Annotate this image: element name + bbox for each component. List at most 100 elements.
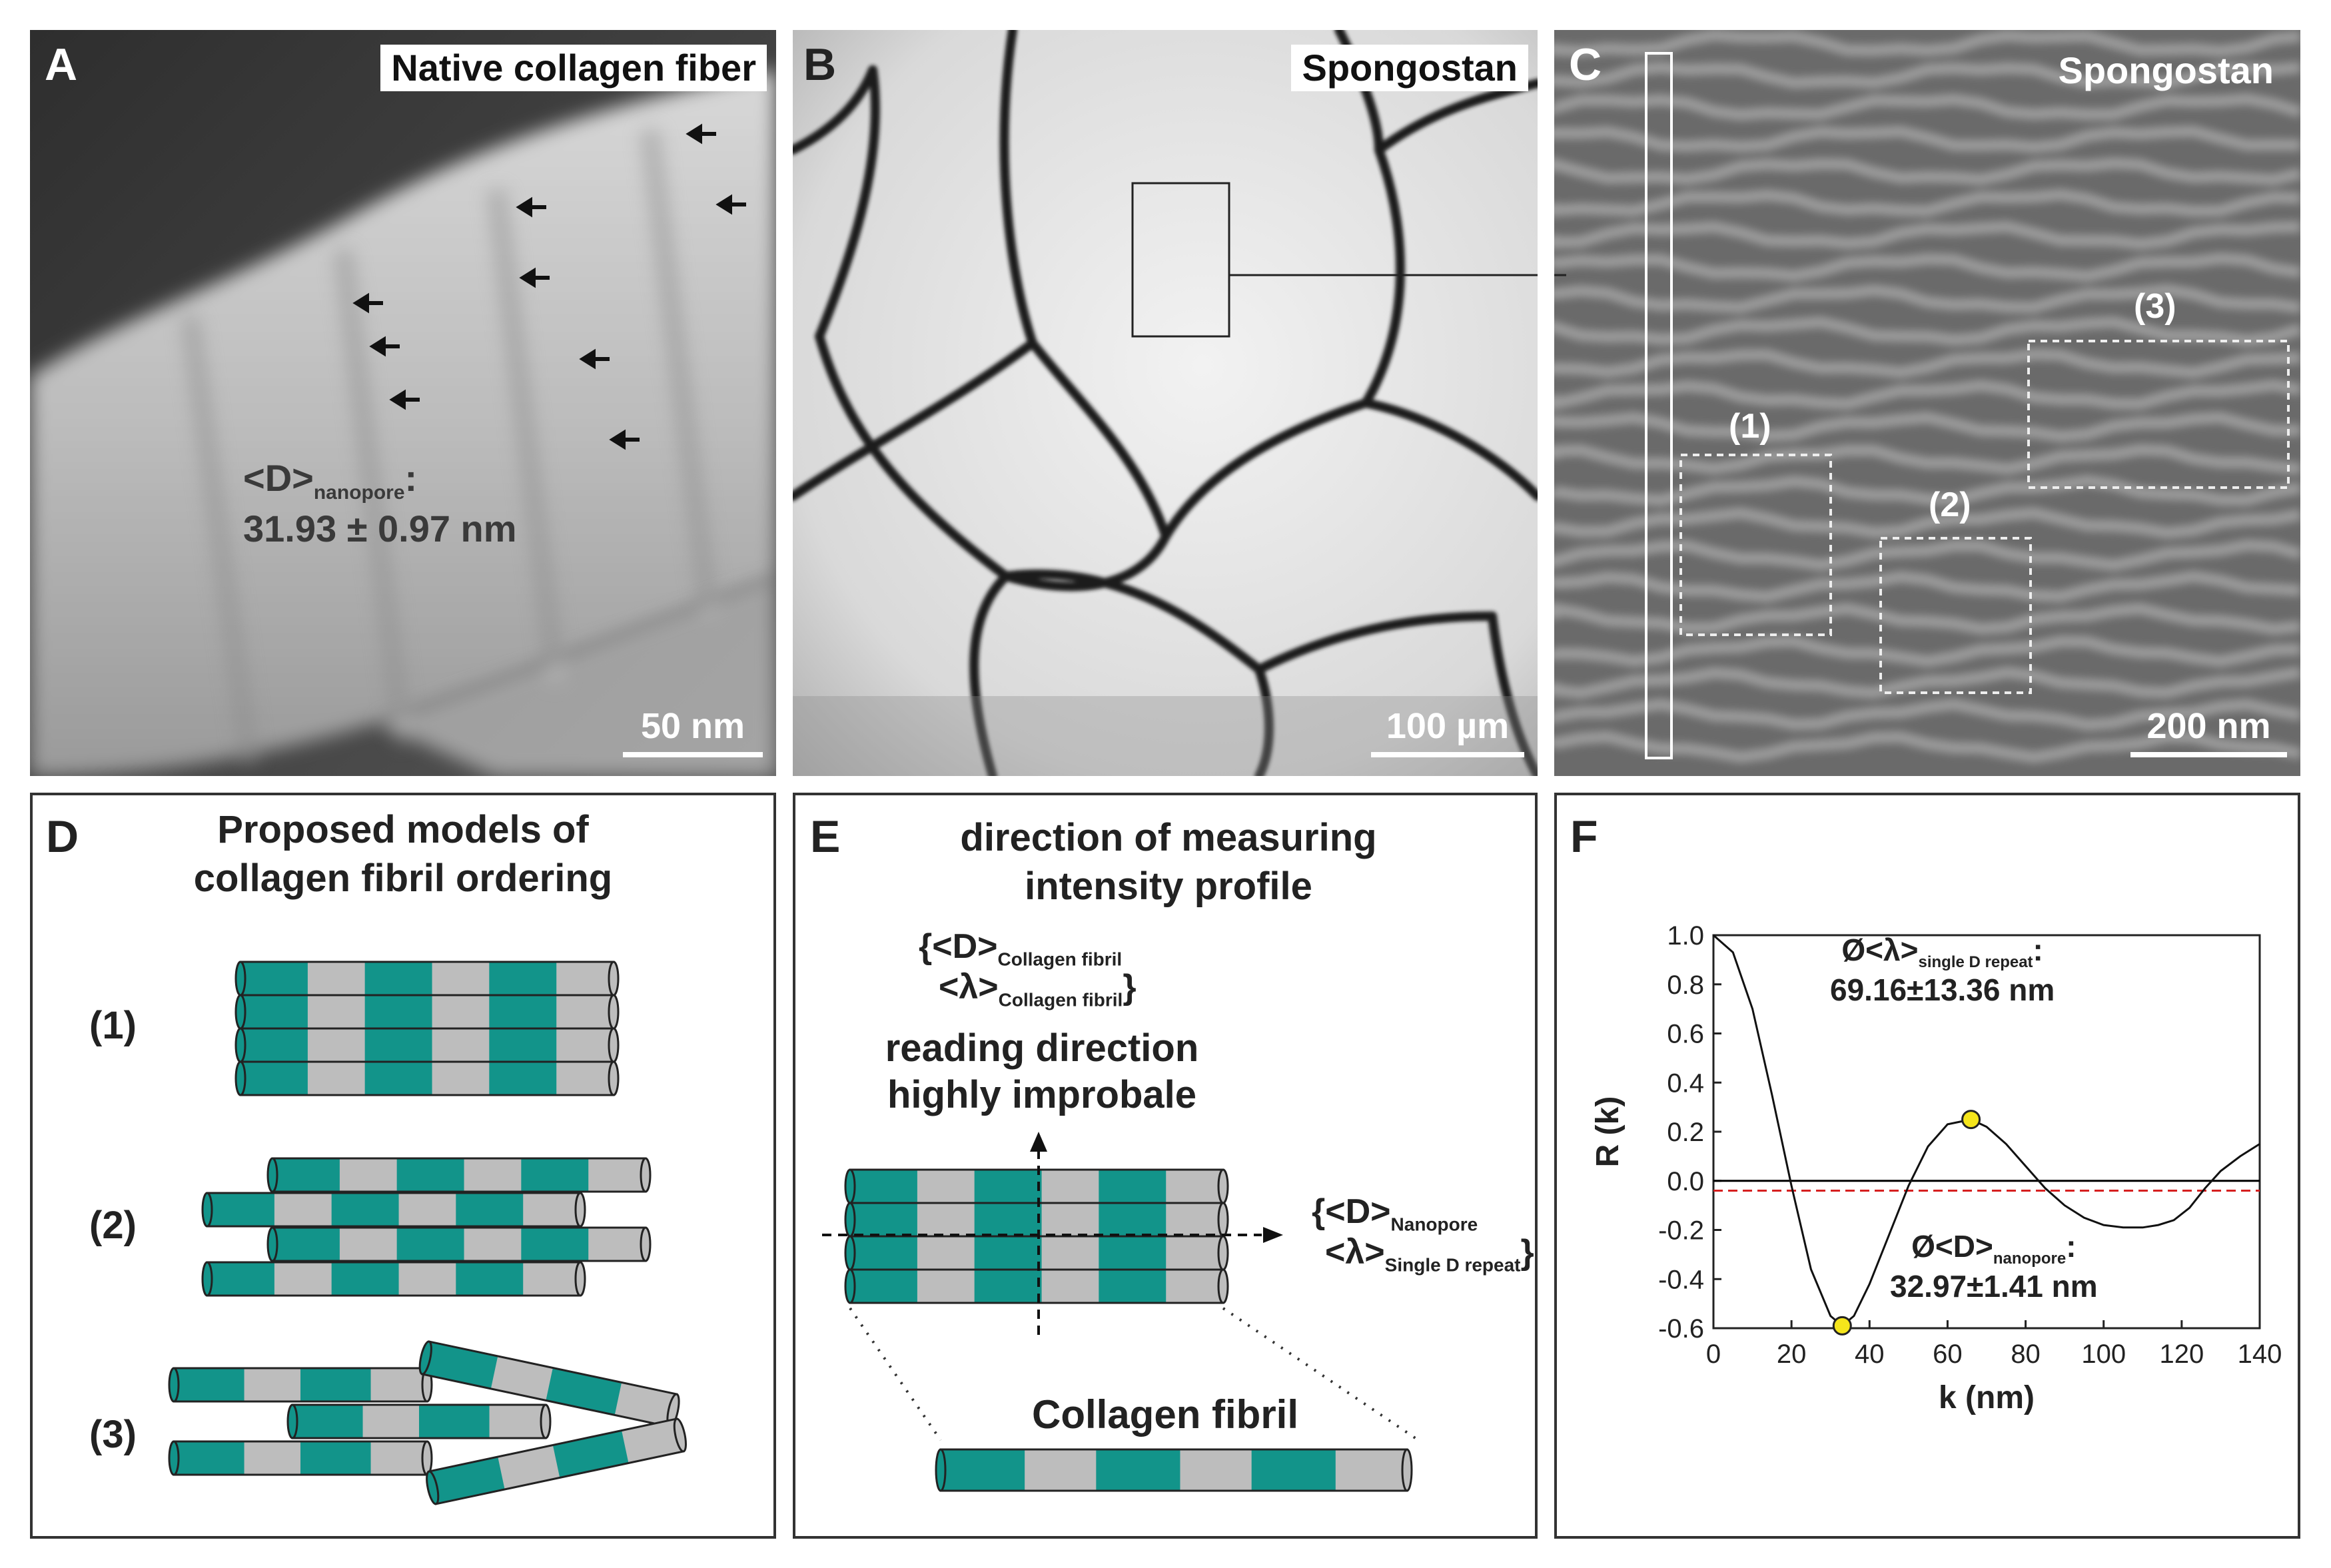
panel-f-chart: 1.0 0.8 0.6 0.4 0.2 0.0 -0.2 -0.4 -0.60 20 40 60 80 1… [1590,921,2282,1415]
teal-band [456,1193,524,1226]
grey-band [464,1158,522,1192]
panel-f-trough-label-sub: nanopore [1993,1250,2067,1268]
panel-e-vertical-d: {<D> [919,927,998,966]
fibril-end-cap [673,1417,687,1453]
fibril-end-cap [168,1367,180,1403]
panel-b: B Spongostan 100 µm [793,30,1538,776]
wave-line [1554,698,2300,731]
teal-band [364,962,433,995]
fibril-end-cap [844,1268,856,1304]
fibril-end-cap [201,1192,213,1228]
wave-line [1554,252,2300,282]
fibril-end-cap [234,994,246,1030]
teal-band [174,1368,245,1401]
grey-band [370,1368,428,1401]
teal-band [174,1441,245,1475]
grey-band [432,1062,490,1095]
collagen-fibril [168,1440,433,1476]
single-collagen-fibril [935,1448,1413,1492]
grey-band [1180,1449,1252,1491]
fibril-end-cap [1217,1168,1229,1204]
fibril-end-cap [286,1403,298,1439]
panel-e-horizontal-close: } [1520,1232,1534,1272]
y-tick-label: 0.6 [1667,1020,1704,1049]
panel-c-scale-label: 200 nm [2146,706,2271,746]
panel-e-vertical-l: <λ> [939,967,999,1006]
panel-e-reading-line2: highly improbale [887,1072,1197,1116]
collagen-fibril [234,1060,620,1096]
wave-line [1554,539,2300,572]
teal-band [1096,1449,1180,1491]
fibril-end-cap [234,1027,246,1063]
fibril-end-cap [426,1470,440,1505]
collagen-fibril [266,1226,652,1262]
grey-band [489,1405,546,1438]
grey-band [432,995,490,1028]
wave-line [1554,635,2300,667]
fibril-end-cap [608,1060,620,1096]
x-tick-label: 40 [1855,1340,1885,1369]
panel-e-horizontal-d-sub: Nanopore [1390,1214,1478,1235]
grey-band [523,1193,581,1226]
panel-a-scale-line [623,752,763,757]
panel-e-horizontal-l: <λ> [1325,1232,1385,1272]
panel-b-image [793,30,1538,776]
panel-c-image [1554,30,2300,776]
fibril-end-cap [844,1202,856,1238]
teal-band [240,1062,308,1095]
grey-band [556,1062,614,1095]
grey-band [1166,1270,1224,1303]
grey-band [244,1368,301,1401]
panel-b-tag: Spongostan [1291,45,1528,91]
panel-c-tag: Spongostan [2058,49,2274,91]
teal-band [272,1228,340,1261]
panel-a: A Native collagen fiber <D>nanopore: 31.… [30,30,776,776]
panel-e-title: direction of measuring intensity profile [835,814,1502,911]
grey-band [917,1236,975,1270]
fibril-end-cap [574,1192,586,1228]
teal-band [974,1236,1043,1270]
wave-line [1554,444,2300,475]
teal-band [419,1405,490,1438]
teal-band [300,1368,372,1401]
panel-b-letter: B [803,39,837,90]
fibril-end-cap [168,1440,180,1476]
grey-band [398,1193,456,1226]
arrow-icon [352,292,383,314]
grey-band [274,1262,332,1296]
wave-line [1554,731,2300,764]
fibril-end-cap [234,1060,246,1096]
wave-line [1554,316,2300,347]
grey-band [917,1270,975,1303]
arrow-icon [516,196,546,218]
data-marker [1832,1316,1852,1336]
grey-band [1166,1236,1224,1270]
teal-band [207,1193,275,1226]
fibril-end-cap [1401,1448,1413,1492]
fibril-end-cap [608,994,620,1030]
x-tick-label: 20 [1777,1340,1807,1369]
fibril-end-cap [266,1226,278,1262]
teal-band [1099,1203,1166,1236]
collagen-fibril [168,1367,433,1403]
grey-band [370,1441,428,1475]
panel-f-peak-annotation: Ø<λ>single D repeat: 69.16±13.36 nm [1830,932,2055,1008]
arrow-icon [519,267,550,288]
wave-line [1554,61,2300,89]
panel-e-vertical-annotation: {<D>Collagen fibril <λ>Collagen fibril} [919,929,1137,1010]
arrow-icon [609,429,640,450]
fibril-end-cap [234,961,246,996]
collagen-fibril [201,1192,586,1228]
fibril-end-cap [935,1448,947,1492]
collagen-fibril [844,1235,1229,1271]
grey-band [1166,1203,1224,1236]
y-tick-label: 0.8 [1667,971,1704,1000]
teal-band [272,1158,340,1192]
arrow-icon [686,123,716,145]
panel-b-zoom-box [1131,182,1230,338]
arrow-icon [715,194,746,215]
panel-e: E direction of measuring intensity profi… [793,793,1538,1539]
grey-band [464,1228,522,1261]
teal-band [331,1193,400,1226]
x-tick-label: 120 [2159,1340,2204,1369]
